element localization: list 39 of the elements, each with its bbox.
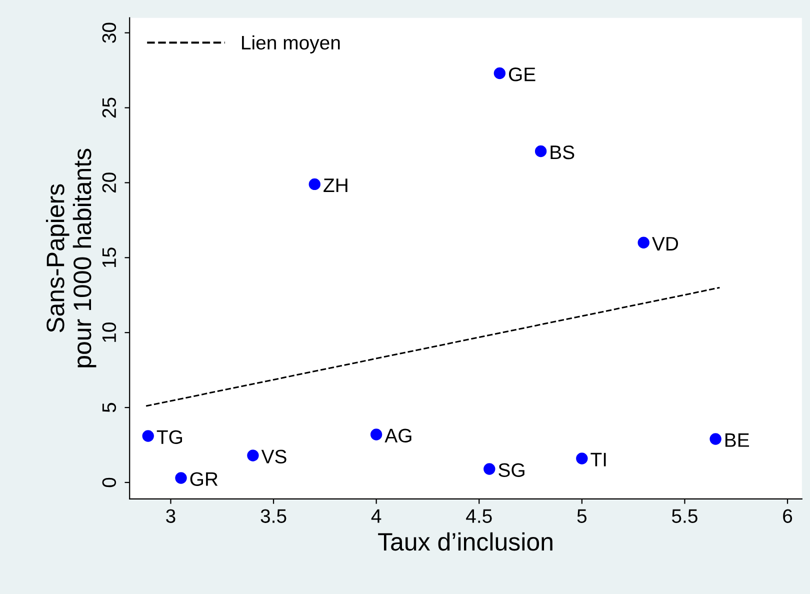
annotation: BS [550, 145, 574, 160]
annotation: AG [384, 428, 412, 443]
point [576, 452, 588, 464]
x-tick-label: 3.5 [260, 509, 286, 523]
annotation: VS [261, 450, 286, 464]
x-tick-label: 4 [371, 509, 382, 523]
annotation: SG [498, 463, 524, 477]
annotation: GR [190, 472, 218, 486]
annotation: VD [652, 237, 678, 250]
annotation: BE [725, 433, 749, 447]
y-tick-label: 15 [102, 248, 116, 267]
y-tick-label: 30 [102, 22, 116, 43]
legend-label: Lien moyen [242, 35, 340, 54]
point [484, 463, 496, 475]
x-tick-label: 4.5 [466, 509, 492, 523]
x-tick-label: 3 [166, 509, 176, 523]
x-axis-title: Taux d’inclusion [378, 532, 552, 551]
point [308, 178, 320, 190]
annotation: GE [508, 68, 536, 82]
point [710, 433, 722, 445]
annotation: ZH [324, 178, 348, 192]
point [534, 145, 547, 158]
annotation: TI [590, 452, 606, 466]
y-tick-label: 25 [102, 98, 116, 118]
point [175, 472, 187, 484]
y-tick-label: 10 [102, 322, 116, 342]
x-tick-label: 6 [783, 509, 792, 523]
point [494, 67, 506, 80]
point [247, 450, 259, 462]
annotation: TG [156, 430, 182, 444]
y-tick-label: 5 [102, 402, 116, 412]
point [638, 236, 650, 248]
point [370, 428, 382, 440]
x-tick-label: 5 [577, 509, 587, 523]
y-tick-label: 20 [102, 172, 116, 193]
y-axis-title: Sans-Papiers pour 1000 habitants [46, 148, 96, 368]
x-tick-label: 5.5 [672, 509, 698, 523]
point [142, 430, 154, 442]
y-tick-label: 0 [102, 478, 116, 488]
